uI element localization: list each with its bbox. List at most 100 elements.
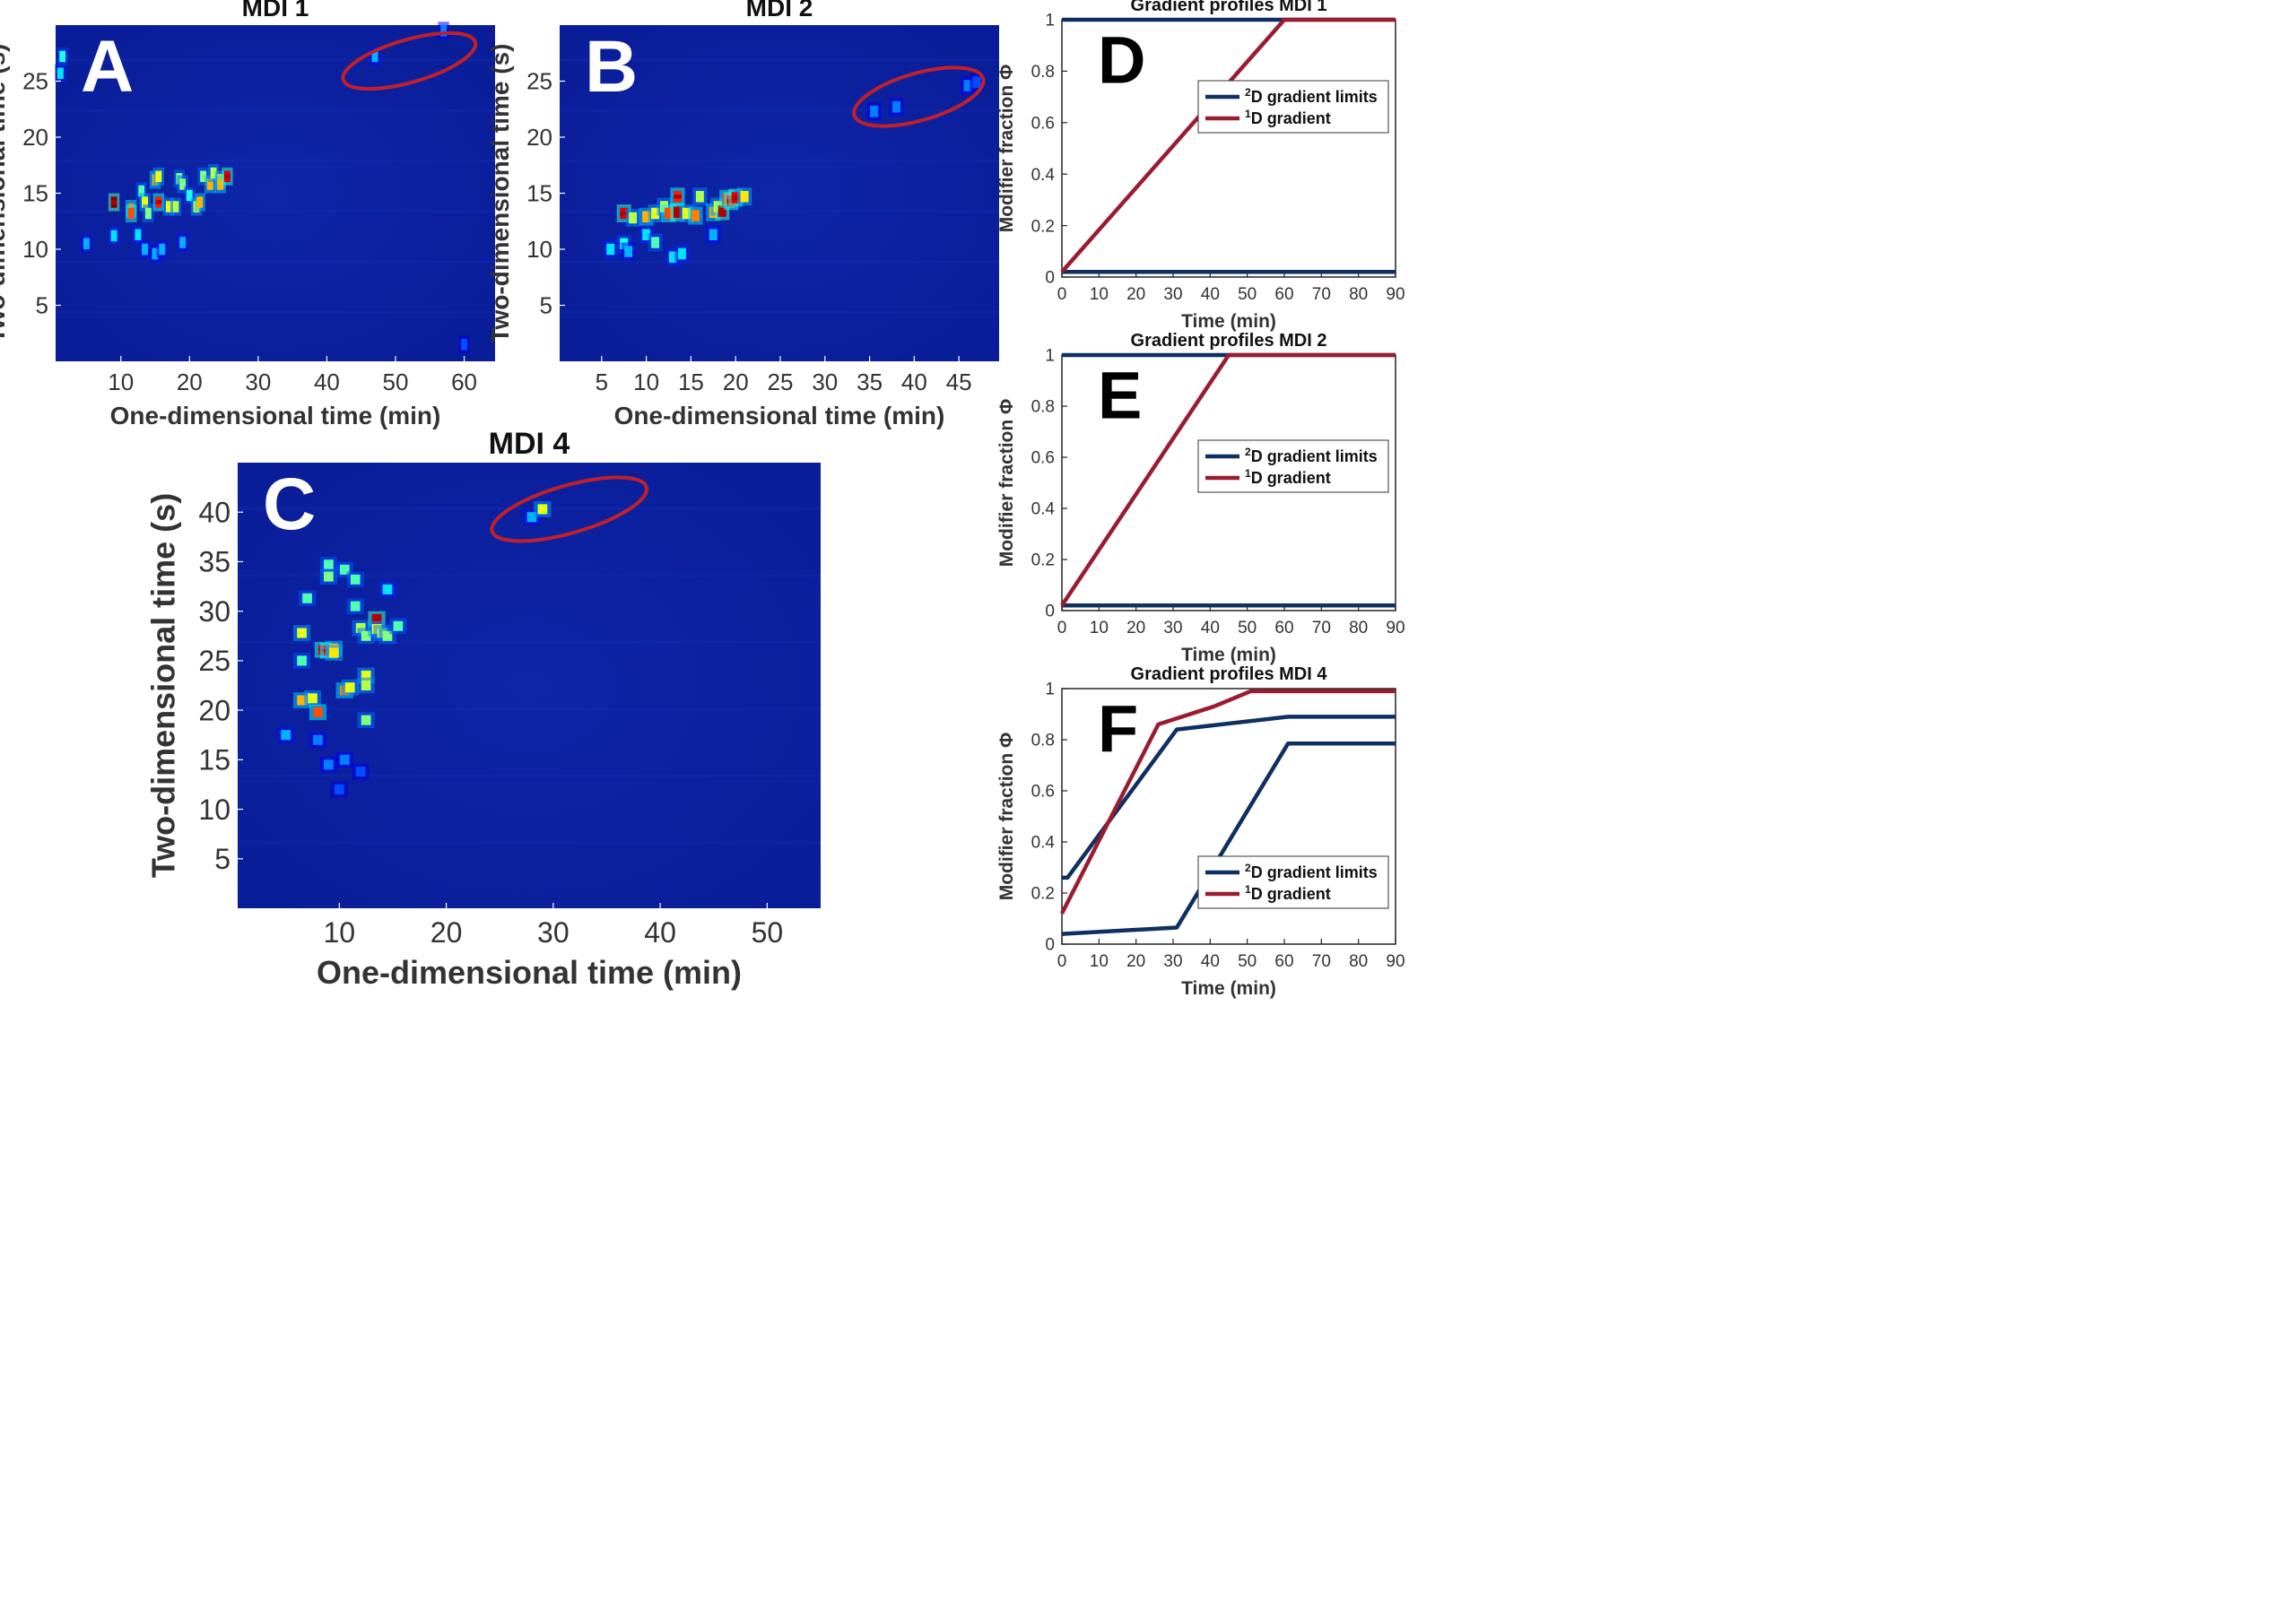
heatmap-texture bbox=[238, 507, 821, 845]
heatmap-peaks bbox=[277, 501, 552, 798]
legend-box bbox=[1197, 80, 1389, 134]
legend-box bbox=[1197, 855, 1389, 909]
x-tick-label: 30 bbox=[1163, 619, 1182, 637]
x-tick-label: 10 bbox=[633, 369, 659, 395]
x-tick-label: 20 bbox=[1126, 952, 1145, 971]
peak-5 bbox=[665, 207, 673, 220]
x-tick-label: 60 bbox=[1274, 952, 1293, 971]
series-line-0-0 bbox=[1062, 715, 1396, 880]
peak-4 bbox=[142, 196, 148, 208]
peak-33 bbox=[461, 339, 467, 351]
peak-29 bbox=[313, 734, 323, 745]
heatmap-streak bbox=[238, 707, 821, 711]
y-tick-label: 15 bbox=[198, 744, 230, 776]
x-tick-label: 40 bbox=[1201, 952, 1220, 971]
x-tick-label: 10 bbox=[108, 369, 134, 395]
series-line-1-0 bbox=[1060, 17, 1396, 273]
y-tick-label: 0.2 bbox=[1031, 551, 1055, 570]
peak-17 bbox=[740, 191, 749, 203]
heatmap-streak bbox=[238, 640, 821, 644]
y-axis-label: Two-dimensional time (s) bbox=[486, 44, 514, 343]
x-tick-label: 10 bbox=[1090, 285, 1109, 304]
highlight-ellipse bbox=[490, 475, 649, 543]
legend-label-superscript: 2 bbox=[1245, 862, 1251, 874]
heatmap-streak bbox=[560, 108, 999, 112]
peak-19 bbox=[361, 680, 371, 691]
y-axis: 5 10 15 20 25 bbox=[526, 68, 565, 319]
legend-label-superscript: 2 bbox=[1245, 86, 1251, 99]
peak-22 bbox=[651, 237, 660, 248]
peak-core bbox=[155, 200, 162, 204]
legend-label: 2D gradient limits bbox=[1245, 862, 1378, 881]
panel-letter: A bbox=[81, 26, 134, 108]
peak-1 bbox=[629, 212, 638, 224]
x-tick-label: 25 bbox=[768, 369, 794, 395]
y-axis: 5 10 15 20 25 bbox=[22, 68, 61, 319]
x-tick-label: 90 bbox=[1386, 619, 1405, 637]
panel-letter: B bbox=[585, 26, 638, 108]
peak-27 bbox=[891, 101, 900, 113]
x-tick-label: 10 bbox=[324, 916, 356, 949]
peak-10 bbox=[172, 201, 179, 212]
peak-core bbox=[673, 195, 682, 199]
x-tick-label: 80 bbox=[1349, 952, 1368, 971]
peak-13 bbox=[186, 189, 193, 202]
x-tick-label: 60 bbox=[1274, 285, 1293, 304]
chart-title: MDI 2 bbox=[746, 0, 813, 22]
legend-label-text: D gradient limits bbox=[1251, 88, 1378, 106]
y-tick-label: 10 bbox=[22, 236, 48, 263]
peak-28 bbox=[963, 80, 972, 91]
x-tick-label: 20 bbox=[430, 916, 463, 949]
peak-5 bbox=[313, 707, 323, 717]
y-axis: 0 0.2 0.4 0.6 0.8 1 bbox=[1031, 12, 1067, 288]
legend-label-superscript: 1 bbox=[1245, 108, 1251, 120]
y-tick-label: 15 bbox=[22, 180, 48, 207]
x-tick-label: 40 bbox=[314, 369, 340, 395]
y-tick-label: 0.2 bbox=[1031, 217, 1055, 236]
peak-26 bbox=[870, 106, 879, 117]
y-axis: 0 0.2 0.4 0.6 0.8 1 bbox=[1031, 347, 1067, 621]
chart-title: Gradient profiles MDI 1 bbox=[1131, 0, 1327, 15]
x-tick-label: 40 bbox=[644, 916, 676, 949]
legend-label: 1D gradient bbox=[1245, 883, 1331, 903]
y-axis-label: Modifier fraction Φ bbox=[996, 399, 1017, 568]
peak-30 bbox=[57, 67, 64, 79]
peak-1 bbox=[297, 655, 307, 666]
x-tick-label: 0 bbox=[1057, 285, 1067, 304]
x-axis-label: Time (min) bbox=[1181, 978, 1276, 999]
x-tick-label: 30 bbox=[245, 369, 271, 395]
y-tick-label: 1 bbox=[1045, 347, 1055, 366]
peak-27 bbox=[179, 237, 187, 248]
peak-20 bbox=[361, 630, 371, 641]
x-tick-label: 50 bbox=[383, 369, 409, 395]
series-line-1-0 bbox=[1060, 352, 1396, 607]
y-tick-label: 0.2 bbox=[1031, 885, 1055, 904]
heatmap-streak bbox=[560, 210, 999, 213]
x-axis: 0 10 20 30 40 50 60 70 80 90 bbox=[1057, 605, 1405, 637]
series-gradient bbox=[1060, 17, 1396, 273]
x-tick-label: 70 bbox=[1312, 285, 1331, 304]
x-tick-label: 30 bbox=[1163, 952, 1182, 971]
x-axis: 10 20 30 40 50 60 bbox=[108, 356, 477, 395]
peak-12 bbox=[339, 564, 350, 575]
x-tick-label: 70 bbox=[1312, 952, 1331, 971]
x-axis-label: One-dimensional time (min) bbox=[110, 402, 441, 429]
x-tick-label: 5 bbox=[596, 369, 608, 395]
series-gradient bbox=[1060, 352, 1396, 607]
x-tick-label: 20 bbox=[1126, 285, 1145, 304]
heatmap-background bbox=[560, 25, 999, 361]
peak-2 bbox=[297, 695, 307, 706]
x-tick-label: 40 bbox=[901, 369, 927, 395]
y-tick-label: 5 bbox=[36, 292, 48, 319]
peak-11 bbox=[328, 647, 339, 658]
x-tick-label: 0 bbox=[1057, 619, 1067, 637]
x-tick-label: 10 bbox=[1090, 952, 1109, 971]
series-gradient bbox=[1059, 689, 1396, 915]
peak-core bbox=[620, 211, 629, 216]
peak-25 bbox=[382, 630, 393, 641]
x-tick-label: 50 bbox=[1238, 952, 1257, 971]
legend-label-text: D gradient limits bbox=[1251, 447, 1378, 465]
y-tick-label: 20 bbox=[526, 124, 552, 151]
x-axis: 0 10 20 30 40 50 60 70 80 90 bbox=[1057, 939, 1405, 971]
y-axis-label: Modifier fraction Φ bbox=[996, 733, 1017, 901]
